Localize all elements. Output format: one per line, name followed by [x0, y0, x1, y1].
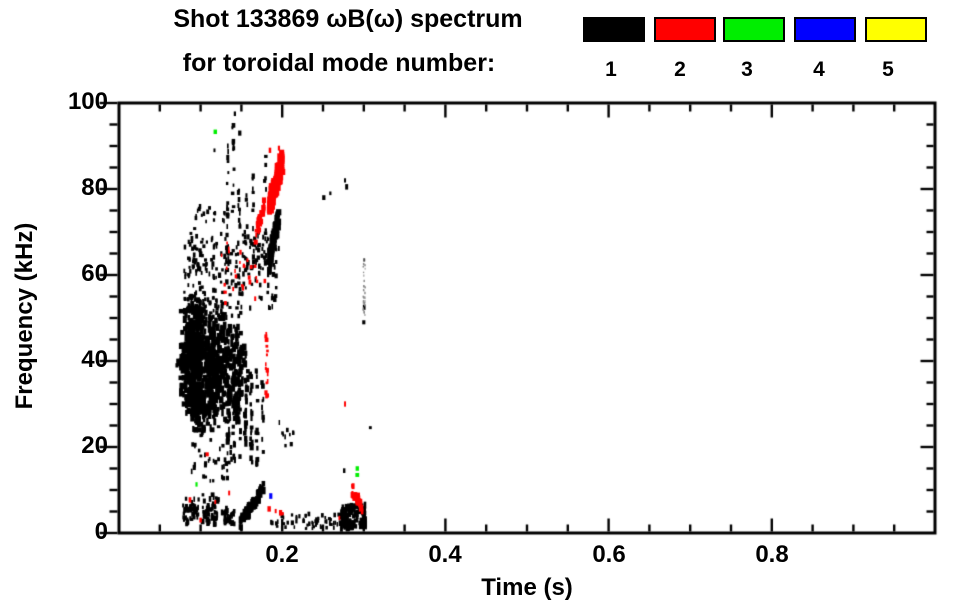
legend-label-mode-5: 5 [882, 58, 894, 81]
y-tick-label: 0 [94, 517, 108, 545]
legend-swatch-mode-4 [794, 17, 856, 42]
chart-title: Shot 133869 ωB(ω) spectrum [173, 5, 523, 33]
y-axis-title: Frequency (kHz) [11, 222, 38, 410]
legend-swatch-mode-1 [583, 17, 645, 42]
legend-label-mode-1: 1 [605, 58, 617, 81]
x-axis-title: Time (s) [481, 574, 573, 601]
y-tick-label: 100 [67, 87, 108, 115]
legend-label-mode-4: 4 [813, 58, 825, 81]
legend-label-mode-3: 3 [741, 58, 753, 81]
legend-swatch-mode-5 [865, 17, 927, 42]
y-tick-label: 80 [81, 173, 108, 201]
y-tick-label: 40 [81, 345, 108, 373]
x-tick-label: 0.4 [428, 541, 462, 568]
legend-swatch-mode-3 [723, 17, 785, 42]
chart-subtitle: for toroidal mode number: [182, 49, 496, 77]
x-tick-label: 0.6 [592, 541, 626, 568]
y-tick-label: 20 [81, 431, 108, 459]
x-tick-label: 0.2 [265, 541, 299, 568]
x-tick-label: 0.8 [755, 541, 789, 568]
legend-label-mode-2: 2 [674, 58, 686, 81]
y-tick-label: 60 [81, 259, 108, 287]
legend-swatch-mode-2 [654, 17, 716, 42]
